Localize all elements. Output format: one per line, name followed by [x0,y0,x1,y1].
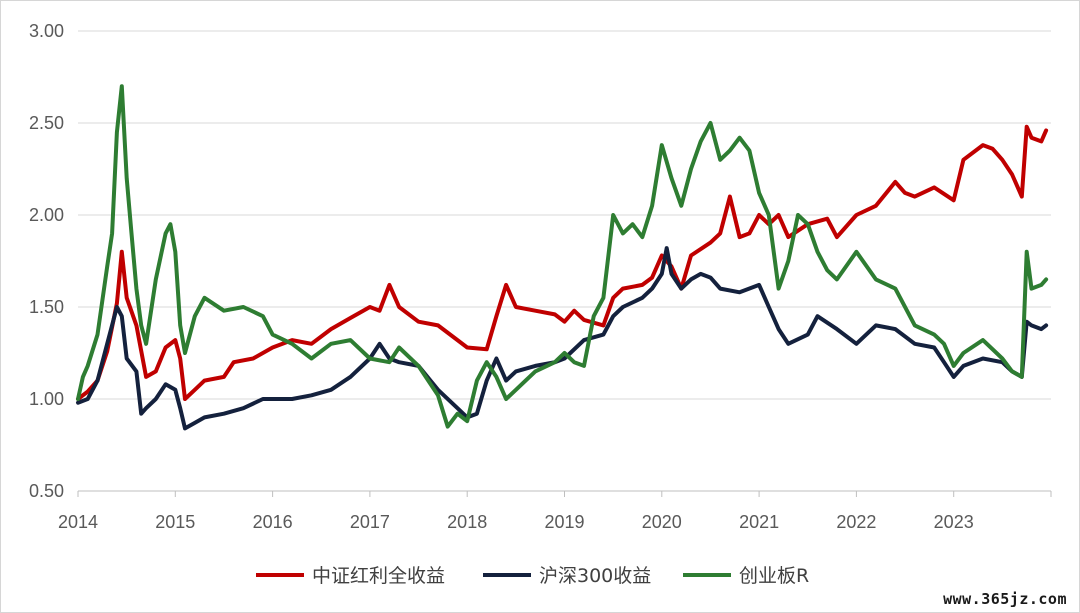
legend-label: 沪深300收益 [539,565,651,587]
series-lines [76,84,1049,431]
x-tick-label: 2021 [739,512,779,532]
x-tick-label: 2022 [836,512,876,532]
x-tick-label: 2016 [253,512,293,532]
y-tick-label: 1.50 [29,297,64,317]
y-tick-label: 2.00 [29,205,64,225]
gridlines [78,30,1051,400]
y-tick-label: 3.00 [29,21,64,41]
y-tick-label: 0.50 [29,481,64,501]
axes: 0.50 1.00 1.50 2.00 2.50 3.00 2014 2015 2016 2017… [29,21,1052,532]
watermark-text: www.365jz.com [937,588,1073,610]
x-tick-label: 2017 [350,512,390,532]
x-tick-label: 2018 [447,512,487,532]
x-tick-label: 2023 [934,512,974,532]
x-tick-label: 2020 [642,512,682,532]
y-tick-label: 1.00 [29,389,64,409]
x-tick-label: 2015 [155,512,195,532]
x-tick-label: 2019 [544,512,584,532]
series-line-3 [76,84,1049,429]
legend: 中证红利全收益 沪深300收益 创业板R [256,565,809,587]
legend-label: 创业板R [739,565,809,587]
series-line-1 [76,124,1049,401]
legend-label: 中证红利全收益 [312,565,445,587]
series-line-2 [76,246,1049,431]
y-tick-label: 2.50 [29,113,64,133]
x-tick-label: 2014 [58,512,98,532]
